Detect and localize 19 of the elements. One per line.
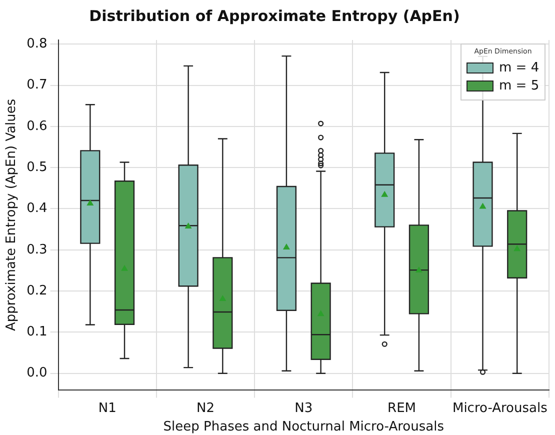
- legend-label: m = 4: [499, 60, 540, 76]
- x-tick-label: Micro-Arousals: [452, 400, 548, 416]
- x-tick-label: N2: [196, 400, 214, 416]
- y-tick-label: 0.6: [26, 118, 48, 134]
- x-tick-label: N1: [98, 400, 116, 416]
- y-tick-label: 0.7: [26, 78, 48, 93]
- y-tick-label: 0.4: [26, 201, 48, 216]
- chart-title: Distribution of Approximate Entropy (ApEn): [89, 6, 460, 25]
- y-axis-title: Approximate Entropy (ApEn) Values: [4, 98, 20, 331]
- x-axis-title: Sleep Phases and Nocturnal Micro-Arousals: [163, 420, 444, 435]
- y-tick-label: 0.3: [26, 242, 48, 258]
- y-tick-label: 0.5: [26, 160, 48, 175]
- y-tick-label: 0.8: [26, 36, 48, 52]
- y-tick-label: 0.2: [26, 283, 48, 298]
- legend-label: m = 5: [499, 78, 540, 94]
- x-tick-label: N3: [294, 400, 313, 416]
- y-tick-label: 0.1: [26, 324, 48, 340]
- x-tick-label: REM: [388, 400, 416, 416]
- y-tick-label: 0.0: [26, 366, 48, 381]
